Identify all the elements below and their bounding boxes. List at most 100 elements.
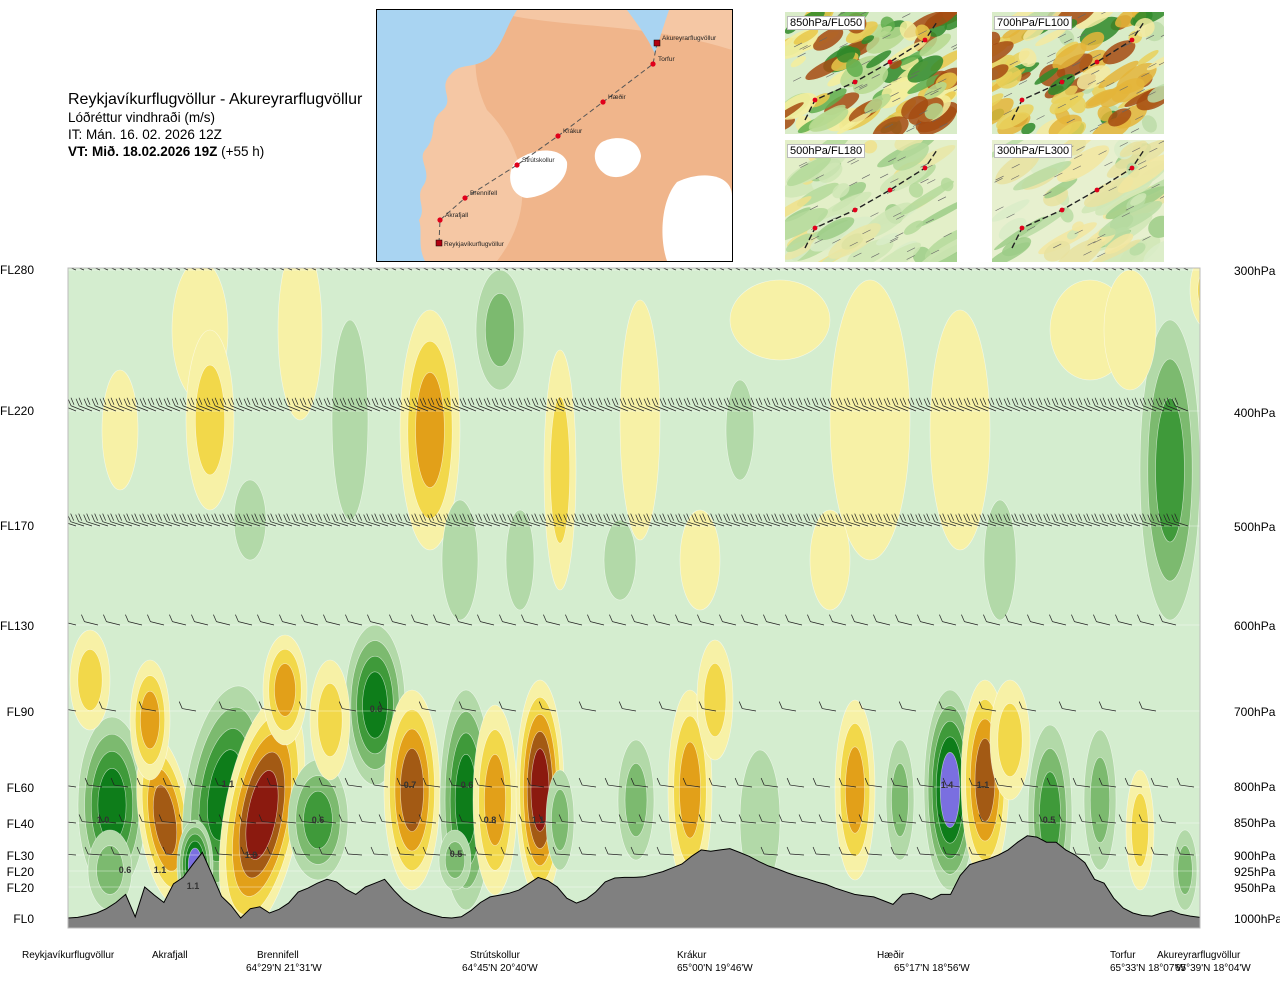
mini-map-cell [915, 24, 931, 42]
wind-barb-feather [423, 260, 426, 264]
wind-barb [446, 268, 453, 271]
wind-barb [406, 268, 413, 271]
wind-barb [318, 405, 333, 412]
mini-map-cell [847, 238, 894, 262]
wind-barb [414, 521, 429, 527]
wind-barb-feather [540, 260, 543, 265]
y-left-label: FL130 [0, 619, 35, 633]
wind-barb [838, 521, 853, 527]
wind-barb [1174, 268, 1181, 271]
wind-barb-feather [827, 514, 832, 522]
wind-barb [910, 268, 917, 271]
wind-barb [702, 821, 717, 824]
mini-map-barb [1074, 154, 1083, 159]
wind-barb-feather [262, 397, 267, 405]
wind-barb-feather [523, 514, 528, 522]
mini-map-barb [837, 12, 846, 16]
wind-barb-feather [71, 260, 74, 264]
wind-barb-feather [59, 847, 62, 854]
wind-barb [1126, 268, 1133, 271]
wind-barb-feather [835, 514, 840, 522]
wind-barb-feather [307, 398, 312, 406]
wind-barb-feather [598, 814, 603, 822]
wind-barb-feather [1039, 260, 1042, 264]
wind-barb-feather [939, 614, 943, 622]
wind-barb-feather [654, 513, 659, 521]
wind-barb-feather [772, 260, 775, 265]
wind-barb-feather [1116, 260, 1119, 265]
wind-barb [342, 405, 357, 412]
wind-barb [518, 521, 533, 527]
wind-barb [438, 405, 453, 412]
wind-barb-feather [246, 397, 251, 405]
wind-barb-feather [227, 514, 232, 522]
wind-barb [238, 405, 253, 412]
wind-barb-feather [1094, 513, 1099, 521]
wind-barb-feather [578, 701, 583, 709]
downdraft-contour [845, 746, 865, 834]
wind-barb-feather [891, 514, 896, 522]
wind-barb-feather [459, 398, 464, 406]
wind-barb-feather [507, 514, 512, 522]
wind-barb [140, 853, 155, 856]
wind-barb-feather [958, 513, 963, 521]
mini-map-barb [800, 163, 809, 168]
wind-barb-feather [162, 846, 167, 855]
wind-barb-feather [462, 397, 467, 405]
wind-barb [1094, 268, 1101, 271]
wind-barb-feather [1119, 260, 1122, 264]
wind-barb-feather [1059, 514, 1064, 522]
wind-barb-feather [131, 398, 136, 406]
wind-barb-feather [950, 513, 955, 521]
wind-barb [110, 405, 125, 412]
wind-barb-feather [406, 397, 411, 405]
wind-barb [374, 521, 389, 527]
wind-barb-feather [852, 260, 855, 265]
waypoint-label: Reykjavíkurflugvöllur [444, 241, 505, 248]
wind-barb-feather [1110, 397, 1115, 405]
wind-barb-feather [1058, 701, 1063, 709]
wind-barb [206, 405, 221, 412]
mini-map-cell [1069, 94, 1087, 114]
mini-map-barb [826, 72, 835, 78]
wind-barb-feather [136, 777, 141, 786]
wind-barb-feather [1072, 846, 1077, 855]
wind-barb [326, 521, 341, 527]
wind-barb-feather [110, 513, 115, 521]
wind-barb-feather [460, 260, 463, 265]
mini-map-barb [1121, 212, 1131, 218]
wind-barb-feather [787, 514, 792, 522]
wind-barb [70, 268, 77, 271]
wind-barb-feather [604, 846, 609, 855]
wind-barb-feather [823, 260, 826, 264]
wind-barb-feather [758, 814, 763, 822]
wind-barb-feather [1099, 398, 1104, 406]
wind-barb-feather [270, 513, 275, 521]
wind-barb-feather [179, 398, 184, 406]
wind-barb [590, 621, 605, 626]
wind-barb [1006, 521, 1021, 527]
wind-barb [942, 268, 949, 271]
wind-barb [1046, 405, 1061, 412]
wind-barb [1042, 821, 1057, 824]
wind-barb [598, 405, 613, 412]
mini-map-barb [1104, 161, 1113, 167]
wind-barb-feather [615, 260, 618, 264]
mini-map-cell [793, 28, 819, 45]
wind-barb [118, 268, 125, 271]
wind-barb-feather [563, 514, 568, 522]
wind-barb [622, 521, 637, 527]
wind-barb [278, 268, 285, 271]
wind-barb-feather [667, 514, 672, 522]
wind-barb [934, 521, 949, 527]
wind-barb [454, 268, 461, 271]
wind-barb [974, 521, 989, 527]
wind-barb-feather [84, 777, 89, 786]
mini-map-barb [927, 179, 936, 184]
wind-barb-feather [148, 260, 151, 265]
wind-barb [126, 521, 141, 527]
wind-barb [254, 521, 269, 527]
wind-barb [70, 405, 85, 412]
wind-barb [322, 853, 337, 856]
wind-barb-feather [508, 260, 511, 265]
